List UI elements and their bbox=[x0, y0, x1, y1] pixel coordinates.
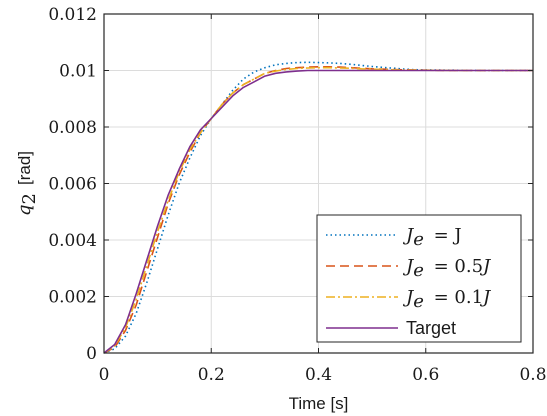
x-tick-label: 0.2 bbox=[198, 365, 225, 385]
legend: Je = J Je = 0.5J Je = 0.1J Target bbox=[316, 214, 522, 343]
series-lines bbox=[103, 61, 533, 354]
y-tick-label: 0 bbox=[86, 344, 97, 364]
legend-label-3: Je = 0.1J bbox=[402, 287, 492, 312]
x-tick-label: 0.4 bbox=[305, 365, 332, 385]
y-axis-label-symbol: q bbox=[14, 204, 35, 216]
y-tick-label: 0.004 bbox=[48, 231, 97, 251]
x-tick-label: 0.8 bbox=[519, 365, 546, 385]
x-tick-label: 0.6 bbox=[412, 365, 439, 385]
axis-ticks: 0 0.2 0.4 0.6 0.8 0 0.002 0.004 0.006 0.008 0.01 0.… bbox=[48, 5, 546, 385]
y-tick-label: 0.008 bbox=[48, 118, 97, 138]
legend-label-1: Je = J bbox=[402, 225, 462, 250]
x-axis-label: Time [s] bbox=[289, 394, 349, 413]
y-axis-label: q2 [rad] bbox=[14, 151, 40, 216]
legend-box bbox=[316, 214, 522, 343]
y-tick-label: 0.012 bbox=[48, 5, 97, 25]
y-axis-label-unit: [rad] bbox=[15, 151, 34, 185]
y-tick-label: 0.002 bbox=[48, 288, 97, 308]
y-axis-label-subscript: 2 bbox=[19, 193, 40, 204]
legend-label-4: Target bbox=[406, 318, 456, 338]
x-tick-label: 0 bbox=[99, 365, 110, 385]
series-line-4 bbox=[103, 69, 533, 354]
legend-label-2: Je = 0.5J bbox=[402, 256, 492, 281]
y-tick-label: 0.006 bbox=[48, 175, 97, 195]
y-tick-label: 0.01 bbox=[59, 62, 97, 82]
